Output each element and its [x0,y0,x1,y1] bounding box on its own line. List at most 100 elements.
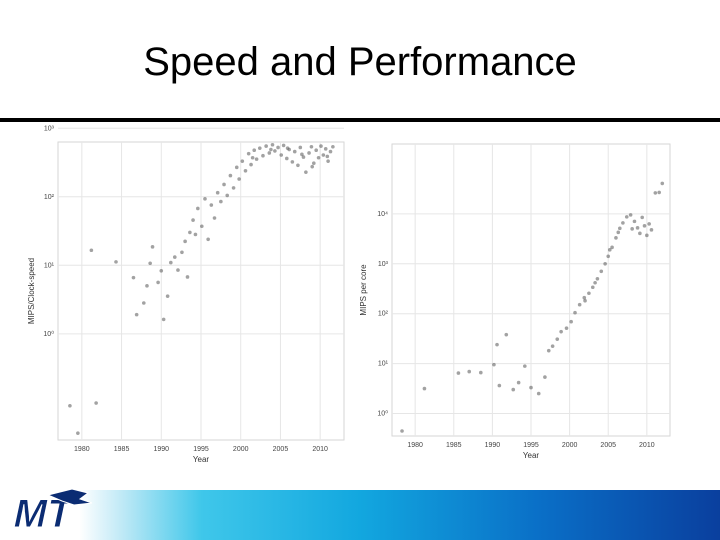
data-point [642,224,647,228]
data-point [165,294,170,298]
data-point [657,190,661,195]
x-tick-label: 1995 [193,446,209,453]
data-point [215,190,220,195]
data-point [577,302,582,307]
data-point [193,232,198,237]
data-point [292,149,297,154]
data-point [176,268,180,272]
data-point [316,155,321,160]
x-tick-label: 2005 [600,442,616,449]
data-point [237,177,241,181]
data-point [285,156,289,161]
data-point [564,326,569,330]
data-point [606,254,611,259]
data-point [632,219,637,224]
data-point [312,161,316,166]
data-point [296,163,300,168]
data-point [550,344,555,348]
data-point [328,149,333,154]
data-point [188,230,192,235]
y-tick-label: 10⁰ [377,410,388,418]
data-point [523,364,527,368]
data-point [326,159,330,163]
data-point [618,226,622,231]
data-point [228,173,233,178]
x-tick-label: 1985 [114,446,130,453]
data-point [148,261,152,266]
x-tick-label: 2000 [562,442,578,449]
data-point [573,310,577,315]
data-point [185,275,190,279]
chart-mips-per-core: 1980 1985 1990 1995 2000 2005 2010 10⁰ 10¹ 10² 10³… [359,143,671,460]
data-point [587,291,591,296]
data-point [264,144,268,148]
data-point [516,380,521,385]
data-point [114,260,118,264]
data-point [325,154,330,159]
chart-mips-per-clock: 1980 1985 1990 1995 2000 2005 2010 10⁰ 10¹ 10² 10³… [27,125,345,464]
data-point [590,285,595,290]
data-point [603,261,607,266]
data-point [150,245,155,249]
x-tick-label: 1990 [485,442,501,449]
data-point [76,431,80,435]
data-point [614,236,618,240]
data-point [243,168,248,173]
data-point [156,280,160,285]
data-point [331,144,335,149]
data-point [621,221,625,225]
data-point [240,159,245,163]
data-point [660,181,665,186]
data-point [159,268,164,273]
data-point [222,182,226,187]
x-tick-label: 1995 [523,442,539,449]
data-point [267,151,272,155]
data-point [624,215,629,219]
data-point [495,342,499,347]
data-point [321,153,326,157]
data-point [610,245,614,250]
data-point [304,170,308,174]
slide-title: Speed and Performance [143,40,577,84]
data-point [456,371,461,375]
data-point [94,401,98,405]
data-point [583,298,587,303]
data-point [649,228,654,232]
data-point [254,157,259,161]
data-point [497,383,502,388]
data-point [257,146,262,150]
data-point [269,147,273,152]
data-point [231,186,236,190]
data-point [504,332,509,337]
data-point [323,147,328,151]
data-point [511,387,516,392]
data-point [249,162,253,167]
data-point [68,403,72,408]
x-tick-label: 2000 [233,446,249,453]
data-point [161,317,166,322]
data-point [180,250,184,255]
data-point [246,151,251,156]
data-point [142,301,146,305]
data-point [647,222,651,226]
data-point [616,230,621,235]
data-point [467,369,472,374]
y-tick-label: 10³ [44,125,55,132]
data-point [555,337,560,341]
data-point [212,216,217,220]
data-point [595,276,600,281]
data-point [314,148,318,153]
data-point [400,429,404,433]
data-point [479,370,483,375]
data-point [172,255,177,259]
data-point [191,218,195,222]
data-point [492,362,496,367]
x-tick-label: 1980 [74,446,90,453]
data-point [546,348,551,353]
data-point [234,165,239,170]
data-point [653,191,658,195]
x-tick-label: 1990 [153,446,169,453]
data-point [559,329,563,334]
data-point [273,149,277,153]
data-point [281,143,286,148]
